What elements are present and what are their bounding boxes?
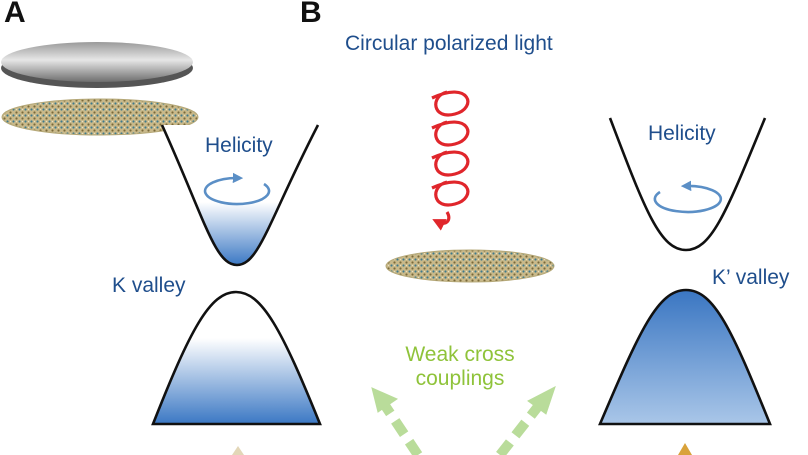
circular-light-helix: [431, 90, 470, 231]
coupling-label: Weak cross couplings: [390, 343, 530, 391]
panel-label-a: A: [4, 0, 26, 29]
panel-label-b: B: [300, 0, 322, 29]
metal-disk: [1, 42, 193, 88]
lattice-disk-left: [1, 98, 199, 136]
helicity-label-right: Helicity: [648, 122, 716, 145]
decorative-mark: [678, 443, 692, 455]
coupling-arrows: [371, 385, 556, 455]
coupling-label-line2: couplings: [415, 367, 505, 390]
helicity-arrow-icon: [203, 172, 271, 206]
coupling-label-line1: Weak cross: [405, 343, 515, 366]
k-valley-label: K valley: [112, 274, 186, 297]
k-valley-lower-band: [151, 290, 322, 426]
helicity-arrow-icon: [653, 180, 723, 214]
kprime-valley-label: K’ valley: [712, 266, 790, 289]
helicity-label-left: Helicity: [205, 134, 273, 157]
decorative-mark: [232, 446, 244, 455]
light-label: Circular polarized light: [345, 32, 553, 55]
k-valley-upper-band: [160, 124, 320, 267]
kprime-valley-lower-band: [598, 288, 772, 426]
kprime-valley-upper-band: [608, 117, 767, 252]
lattice-disk-center: [385, 249, 555, 283]
